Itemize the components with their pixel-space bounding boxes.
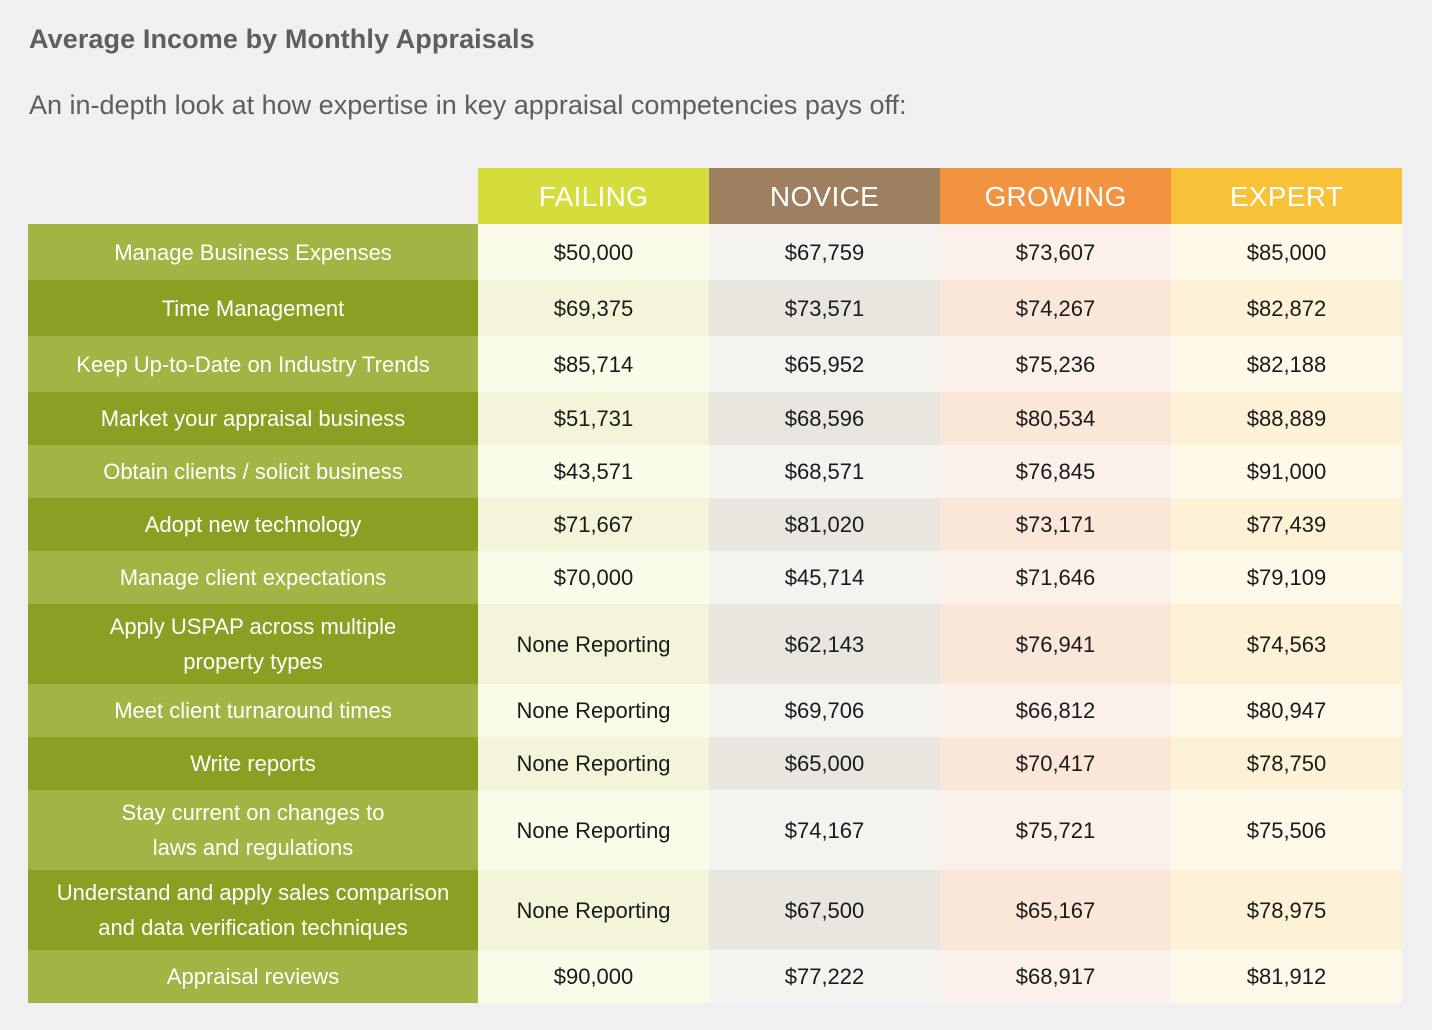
table-row: Stay current on changes to laws and regu… xyxy=(28,790,1402,870)
table-row: Meet client turnaround times None Reporti… xyxy=(28,684,1402,737)
cell-failing: $70,000 xyxy=(478,551,709,604)
cell-expert: $75,506 xyxy=(1171,790,1402,870)
cell-expert: $85,000 xyxy=(1171,224,1402,280)
cell-novice: $68,571 xyxy=(709,445,940,498)
cell-novice: $77,222 xyxy=(709,950,940,1003)
cell-expert: $82,872 xyxy=(1171,280,1402,336)
cell-failing: $51,731 xyxy=(478,392,709,445)
cell-failing: None Reporting xyxy=(478,604,709,684)
row-label: Market your appraisal business xyxy=(28,392,478,445)
cell-growing: $70,417 xyxy=(940,737,1171,790)
cell-growing: $75,236 xyxy=(940,336,1171,392)
cell-novice: $73,571 xyxy=(709,280,940,336)
cell-growing: $73,171 xyxy=(940,498,1171,551)
row-label: Adopt new technology xyxy=(28,498,478,551)
cell-novice: $81,020 xyxy=(709,498,940,551)
cell-failing: $69,375 xyxy=(478,280,709,336)
cell-expert: $79,109 xyxy=(1171,551,1402,604)
cell-expert: $81,912 xyxy=(1171,950,1402,1003)
cell-novice: $74,167 xyxy=(709,790,940,870)
row-label: Meet client turnaround times xyxy=(28,684,478,737)
row-label: Apply USPAP across multiple property typ… xyxy=(28,604,478,684)
cell-growing: $80,534 xyxy=(940,392,1171,445)
cell-failing: None Reporting xyxy=(478,737,709,790)
cell-novice: $67,500 xyxy=(709,870,940,950)
cell-expert: $78,750 xyxy=(1171,737,1402,790)
table-row: Obtain clients / solicit business $43,571… xyxy=(28,445,1402,498)
table-row: Time Management $69,375 $73,571 $74,267 $82,… xyxy=(28,280,1402,336)
cell-novice: $67,759 xyxy=(709,224,940,280)
column-header-growing: GROWING xyxy=(940,168,1171,224)
table-row: Understand and apply sales comparison an… xyxy=(28,870,1402,950)
row-label: Manage client expectations xyxy=(28,551,478,604)
cell-novice: $69,706 xyxy=(709,684,940,737)
cell-failing: $85,714 xyxy=(478,336,709,392)
table-body: Manage Business Expenses $50,000 $67,759 $7… xyxy=(28,224,1402,1003)
cell-expert: $82,188 xyxy=(1171,336,1402,392)
cell-growing: $73,607 xyxy=(940,224,1171,280)
cell-expert: $80,947 xyxy=(1171,684,1402,737)
cell-novice: $45,714 xyxy=(709,551,940,604)
cell-growing: $68,917 xyxy=(940,950,1171,1003)
cell-growing: $65,167 xyxy=(940,870,1171,950)
table-row: Manage client expectations $70,000 $45,714… xyxy=(28,551,1402,604)
income-table: FAILING NOVICE GROWING EXPERT Manage Bus… xyxy=(28,168,1402,1003)
table-row: Manage Business Expenses $50,000 $67,759 $7… xyxy=(28,224,1402,280)
cell-failing: $50,000 xyxy=(478,224,709,280)
table-row: Adopt new technology $71,667 $81,020 $73,17… xyxy=(28,498,1402,551)
cell-growing: $76,941 xyxy=(940,604,1171,684)
row-label: Time Management xyxy=(28,280,478,336)
row-label: Manage Business Expenses xyxy=(28,224,478,280)
row-label: Appraisal reviews xyxy=(28,950,478,1003)
table-row: Appraisal reviews $90,000 $77,222 $68,917 $8… xyxy=(28,950,1402,1003)
cell-expert: $78,975 xyxy=(1171,870,1402,950)
cell-novice: $65,000 xyxy=(709,737,940,790)
row-label: Stay current on changes to laws and regu… xyxy=(28,790,478,870)
cell-novice: $68,596 xyxy=(709,392,940,445)
cell-expert: $91,000 xyxy=(1171,445,1402,498)
row-label: Understand and apply sales comparison an… xyxy=(28,870,478,950)
cell-failing: None Reporting xyxy=(478,684,709,737)
column-header-failing: FAILING xyxy=(478,168,709,224)
cell-expert: $74,563 xyxy=(1171,604,1402,684)
cell-growing: $74,267 xyxy=(940,280,1171,336)
row-label: Write reports xyxy=(28,737,478,790)
cell-growing: $75,721 xyxy=(940,790,1171,870)
cell-failing: $43,571 xyxy=(478,445,709,498)
table-row: Market your appraisal business $51,731 $68… xyxy=(28,392,1402,445)
header-corner xyxy=(28,168,478,224)
cell-expert: $77,439 xyxy=(1171,498,1402,551)
page-title: Average Income by Monthly Appraisals xyxy=(29,24,535,54)
cell-expert: $88,889 xyxy=(1171,392,1402,445)
table-row: Apply USPAP across multiple property typ… xyxy=(28,604,1402,684)
cell-novice: $65,952 xyxy=(709,336,940,392)
cell-novice: $62,143 xyxy=(709,604,940,684)
header-row: FAILING NOVICE GROWING EXPERT xyxy=(28,168,1402,224)
table-row: Write reports None Reporting $65,000 $70,41… xyxy=(28,737,1402,790)
cell-growing: $76,845 xyxy=(940,445,1171,498)
cell-growing: $71,646 xyxy=(940,551,1171,604)
cell-failing: $90,000 xyxy=(478,950,709,1003)
page-subtitle: An in-depth look at how expertise in key… xyxy=(29,90,907,120)
row-label: Keep Up-to-Date on Industry Trends xyxy=(28,336,478,392)
table-row: Keep Up-to-Date on Industry Trends $85,71… xyxy=(28,336,1402,392)
row-label: Obtain clients / solicit business xyxy=(28,445,478,498)
cell-failing: None Reporting xyxy=(478,870,709,950)
cell-failing: None Reporting xyxy=(478,790,709,870)
column-header-expert: EXPERT xyxy=(1171,168,1402,224)
column-header-novice: NOVICE xyxy=(709,168,940,224)
cell-failing: $71,667 xyxy=(478,498,709,551)
cell-growing: $66,812 xyxy=(940,684,1171,737)
